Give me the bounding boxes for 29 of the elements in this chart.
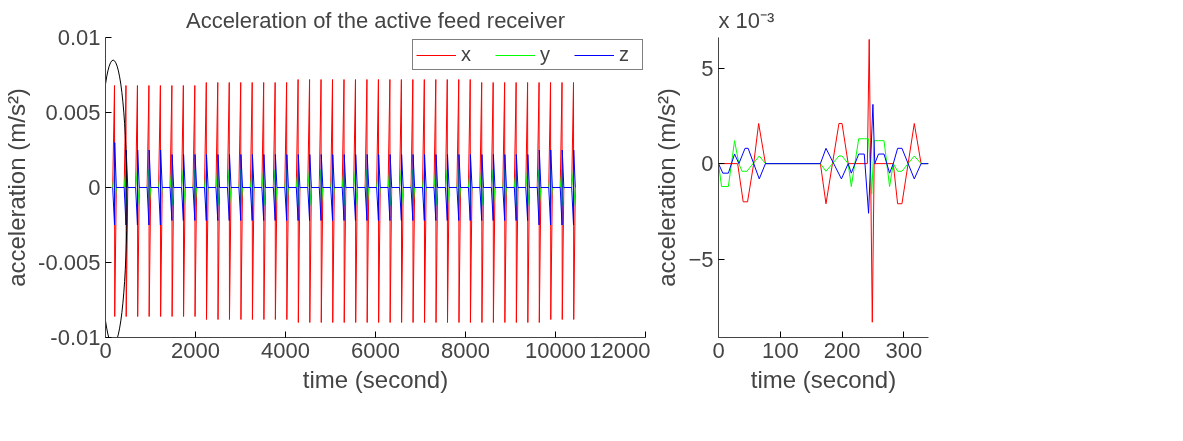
x-tick-label: 8000	[441, 337, 490, 363]
x-axis-title: time (second)	[302, 365, 449, 393]
x-tick-label: 100	[761, 337, 799, 363]
y-tick-label: 0	[88, 175, 101, 200]
legend-label: y	[540, 43, 551, 66]
line-series	[112, 142, 576, 226]
legend-label: x	[461, 43, 472, 66]
y-tick-label: −5	[688, 246, 714, 272]
x-axis-title: time (second)	[750, 365, 897, 393]
x-tick-label: 10000	[524, 337, 587, 363]
x-tick-label: 200	[823, 337, 861, 363]
y-tick-label: -0.005	[38, 250, 101, 275]
x-tick-label: 2000	[171, 337, 220, 363]
y-tick-label: 0.005	[45, 100, 101, 125]
line-series	[718, 103, 929, 214]
y-tick-label: 0.01	[57, 25, 101, 50]
x-tick-label: 6000	[351, 337, 400, 363]
y-tick-label: 0	[701, 151, 714, 177]
legend-label: z	[619, 43, 630, 66]
chart-title: Acceleration of the active feed receiver	[185, 7, 566, 33]
y-tick-label: -0.01	[50, 325, 101, 350]
x-tick-label: 12000	[589, 337, 651, 363]
y-axis-title: acceleration (m/s²)	[653, 88, 681, 287]
x-tick-label: 300	[885, 337, 923, 363]
line-series	[112, 79, 576, 323]
y-tick-label: 5	[701, 55, 714, 81]
x-tick-label: 4000	[261, 337, 310, 363]
y-axis-title: acceleration (m/s²)	[3, 88, 31, 287]
text: x 10⁻³	[718, 7, 775, 33]
